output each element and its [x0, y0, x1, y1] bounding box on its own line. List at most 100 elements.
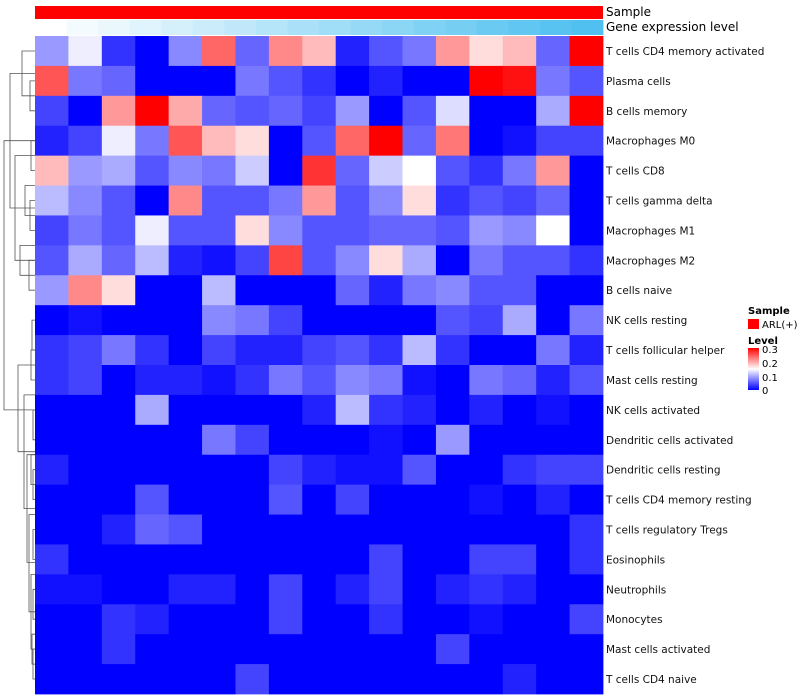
heat-cell	[536, 365, 570, 396]
heat-cell	[168, 335, 203, 366]
heat-cell	[268, 484, 303, 515]
heat-cell	[536, 95, 570, 127]
row-dendrogram	[3, 50, 35, 680]
heat-cell	[435, 604, 470, 635]
heat-cell	[235, 185, 270, 216]
expression-track-label: Gene expression level	[606, 20, 739, 34]
heat-cell	[369, 335, 403, 366]
sample-annotation-bar	[35, 6, 603, 19]
heat-cell	[569, 125, 604, 157]
heat-cell	[502, 155, 537, 186]
heat-cell	[402, 604, 437, 635]
heat-cell	[502, 454, 537, 486]
heat-cell	[68, 305, 103, 336]
heat-cell	[135, 394, 170, 426]
heat-cell	[502, 424, 537, 456]
expression-level-cell	[508, 20, 541, 35]
heat-cell	[435, 335, 470, 366]
heat-cell	[369, 95, 403, 127]
heat-cell	[502, 484, 537, 515]
heat-cell	[569, 36, 604, 67]
heat-cell	[35, 634, 69, 665]
heat-cell	[168, 664, 203, 695]
heat-cell	[35, 305, 69, 336]
heat-cell	[302, 544, 337, 575]
heat-cell	[335, 454, 370, 486]
heat-cell	[202, 245, 236, 276]
heat-cell	[68, 215, 103, 246]
heat-cell	[235, 514, 270, 545]
heat-cell	[268, 514, 303, 545]
heat-cell	[402, 215, 437, 246]
heat-cell	[235, 634, 270, 665]
heat-cell	[536, 125, 570, 157]
heat-cell	[369, 544, 403, 575]
heat-cell	[335, 275, 370, 306]
heat-cell	[502, 125, 537, 157]
heat-cell	[402, 125, 437, 157]
heat-cell	[536, 36, 570, 67]
heat-cell	[302, 574, 337, 605]
heat-cell	[369, 365, 403, 396]
heat-cell	[402, 155, 437, 186]
heat-cell	[569, 454, 604, 486]
heat-cell	[35, 335, 69, 366]
row-label: T cells CD4 memory activated	[605, 46, 764, 58]
heat-cell	[68, 95, 103, 127]
heat-cell	[435, 155, 470, 186]
heat-cell	[435, 394, 470, 426]
heat-cell	[268, 544, 303, 575]
heat-cell	[502, 514, 537, 545]
row-label: B cells memory	[606, 106, 687, 118]
heat-cell	[536, 514, 570, 545]
heat-cell	[536, 275, 570, 306]
heat-cell	[135, 215, 170, 246]
heat-cell	[335, 65, 370, 97]
legend-tick-0: 0	[762, 386, 768, 397]
heat-cell	[402, 275, 437, 306]
heat-cell	[202, 335, 236, 366]
heat-cell	[168, 95, 203, 127]
heat-cell	[502, 245, 537, 276]
heat-cell	[235, 454, 270, 486]
expression-level-cell	[66, 20, 99, 35]
heat-cell	[202, 215, 236, 246]
heat-cell	[435, 185, 470, 216]
heat-cell	[302, 634, 337, 665]
heat-cell	[435, 215, 470, 246]
expression-level-cell	[539, 20, 572, 35]
heat-cell	[435, 514, 470, 545]
heat-cell	[101, 36, 136, 67]
heat-cell	[135, 125, 170, 157]
heat-cell	[168, 634, 203, 665]
heat-cell	[369, 424, 403, 456]
heat-cell	[68, 514, 103, 545]
heat-cell	[402, 335, 437, 366]
heat-cell	[235, 604, 270, 635]
heat-cell	[168, 365, 203, 396]
heat-cell	[402, 514, 437, 545]
heat-cell	[268, 604, 303, 635]
heat-cell	[469, 484, 504, 515]
heat-cell	[302, 215, 337, 246]
heat-cell	[101, 454, 136, 486]
heat-cell	[168, 394, 203, 426]
heat-cell	[35, 36, 69, 67]
heat-cell	[302, 185, 337, 216]
heat-cell	[135, 424, 170, 456]
heat-cell	[335, 305, 370, 336]
heat-cell	[369, 125, 403, 157]
heat-cell	[68, 245, 103, 276]
heat-cell	[268, 125, 303, 157]
heat-cell	[135, 544, 170, 575]
heat-cell	[335, 245, 370, 276]
heat-cell	[135, 634, 170, 665]
heat-cell	[435, 245, 470, 276]
heat-cell	[469, 604, 504, 635]
heat-cell	[335, 155, 370, 186]
heat-cell	[469, 544, 504, 575]
heat-cell	[168, 215, 203, 246]
heat-cell	[101, 544, 136, 575]
heat-cell	[536, 185, 570, 216]
heat-cell	[536, 664, 570, 695]
